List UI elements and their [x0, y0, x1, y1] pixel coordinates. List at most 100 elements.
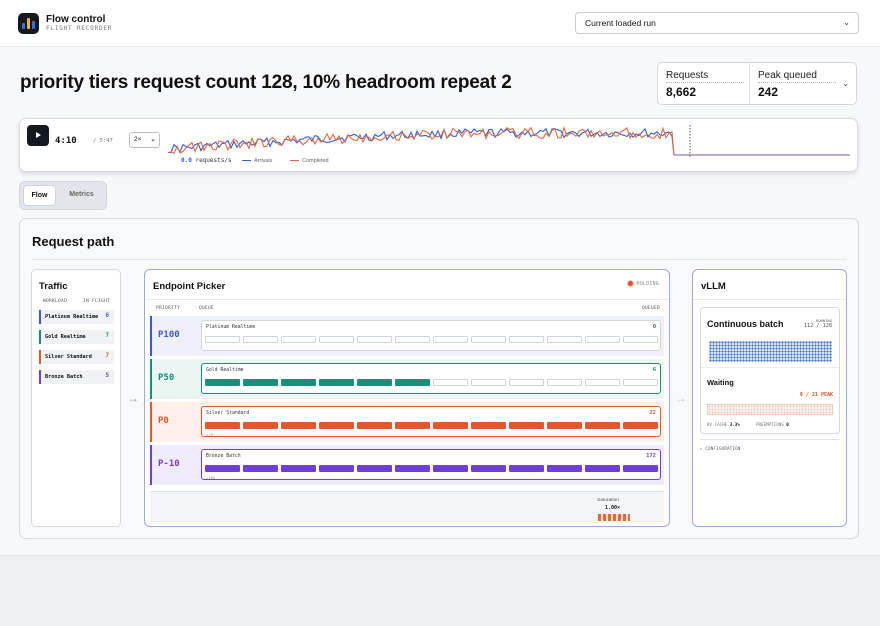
configuration-toggle[interactable]: ▸ CONFIGURATION [700, 439, 840, 451]
queue-slot [433, 379, 468, 386]
queue-slot [623, 422, 658, 429]
queue-slots [205, 465, 659, 472]
tab-flow[interactable]: Flow [23, 185, 56, 206]
stat-underline [666, 82, 744, 83]
overflow-count: +160 [206, 475, 216, 480]
traffic-row[interactable]: Platinum Realtime 6 [39, 310, 114, 324]
queue-slot [205, 422, 240, 429]
tier-queue-box: Gold Realtime 6 [201, 363, 661, 394]
playback-time: 4:10 [55, 136, 77, 146]
preemptions-readout: PREEMPTIONS 0 [756, 422, 789, 427]
queue-slots [205, 379, 659, 386]
run-select[interactable]: Current loaded run ⌄ [575, 12, 859, 34]
arrivals-series-line [168, 127, 675, 156]
stat-label: Peak queued [758, 70, 817, 81]
chevron-down-icon[interactable]: ⌄ [842, 79, 849, 88]
saturation-bar [598, 514, 630, 521]
col-workload: WORKLOAD [43, 299, 68, 304]
queue-slot [547, 465, 582, 472]
inflight-count: 7 [105, 353, 110, 359]
stat-value: 242 [758, 85, 779, 99]
col-queue: QUEUE [199, 306, 215, 311]
priority-tier-row: P-10 Bronze Batch 172 +160 [150, 445, 664, 485]
kv-cache-readout: KV CACHE 3.3% [707, 422, 740, 427]
queue-slot [205, 336, 240, 343]
queued-count: 6 [652, 367, 656, 373]
workload-name: Gold Realtime [45, 334, 86, 340]
col-inflight: IN FLIGHT [83, 299, 111, 304]
tier-priority: P0 [158, 416, 169, 426]
queue-slot [243, 336, 278, 343]
panel-title: Request path [32, 234, 115, 249]
queue-slot [585, 422, 620, 429]
traffic-row[interactable]: Silver Standard 7 [39, 350, 114, 364]
queue-slot [433, 336, 468, 343]
queue-slot [433, 465, 468, 472]
status-label: HOLDING [636, 282, 659, 287]
chevron-down-icon: ⌄ [150, 136, 156, 143]
inflight-count: 6 [105, 313, 110, 319]
queue-slot [585, 465, 620, 472]
picker-title: Endpoint Picker [153, 281, 226, 292]
batch-title: Continuous batch [707, 319, 784, 329]
play-button[interactable] [27, 125, 49, 146]
queue-slot [509, 422, 544, 429]
queue-slot [471, 336, 506, 343]
divider [32, 259, 847, 260]
queue-slot [433, 422, 468, 429]
arrow-right-icon: → [127, 391, 139, 405]
playback-bar: 4:10 / 5:47 2× ⌄ 0.0 requests/s Arrivals… [19, 118, 858, 172]
stat-label: Requests [666, 70, 709, 81]
running-label: RUNNING [815, 318, 832, 323]
queue-slot [623, 336, 658, 343]
queue-label: Platinum Realtime [206, 325, 256, 330]
queue-slot [471, 379, 506, 386]
holding-status: HOLDING [626, 280, 659, 287]
workload-name: Platinum Realtime [45, 314, 99, 320]
app-title: Flow control [46, 14, 106, 25]
app-logo-icon [18, 13, 39, 34]
timeline-sparkline[interactable] [168, 123, 852, 159]
divider [693, 299, 846, 300]
top-bar: Flow control FLIGHT RECORDER Current loa… [0, 0, 880, 47]
queue-slots [205, 422, 659, 429]
batch-slots-grid [709, 341, 832, 362]
queue-slot [357, 465, 392, 472]
queue-label: Silver Standard [206, 411, 250, 416]
traffic-row[interactable]: Bronze Batch 5 [39, 370, 114, 384]
queue-slot [585, 379, 620, 386]
run-select-value: Current loaded run [585, 18, 656, 28]
queue-slot [319, 336, 354, 343]
queued-count: 0 [652, 324, 656, 330]
rate-readout: 0.0 requests/s [181, 157, 232, 164]
stat-peak-queued: Peak queued 242 [758, 63, 843, 104]
stat-value: 8,662 [666, 85, 697, 99]
col-priority: PRIORITY [156, 306, 181, 311]
run-stats[interactable]: Requests 8,662 Peak queued 242 ⌄ [657, 62, 857, 105]
traffic-row[interactable]: Gold Realtime 7 [39, 330, 114, 344]
inflight-count: 5 [105, 373, 110, 379]
queue-slot [585, 336, 620, 343]
kv-cache-value: 3.3% [729, 422, 740, 427]
tab-metrics[interactable]: Metrics [69, 191, 94, 198]
vllm-title: vLLM [701, 281, 726, 292]
workload-name: Silver Standard [45, 354, 92, 360]
legend-arrivals: Arrivals [242, 158, 272, 164]
rate-value: 0.0 [181, 157, 192, 164]
queue-slot [623, 465, 658, 472]
queue-slot [319, 465, 354, 472]
queue-slot [395, 465, 430, 472]
saturation-value: 1.00× [605, 505, 621, 511]
queue-slot [509, 336, 544, 343]
queue-slot [547, 422, 582, 429]
vllm-card: vLLM Continuous batch RUNNING 112 / 128 … [692, 269, 847, 527]
status-dot-icon [626, 280, 634, 287]
stat-divider [749, 63, 750, 104]
legend-label: Arrivals [254, 158, 273, 164]
tier-priority: P-10 [158, 459, 180, 469]
speed-select[interactable]: 2× ⌄ [129, 132, 160, 148]
traffic-title: Traffic [39, 281, 68, 292]
inflight-count: 7 [105, 333, 110, 339]
tier-queue-box: Platinum Realtime 0 [201, 320, 661, 351]
stat-requests: Requests 8,662 [666, 63, 746, 104]
